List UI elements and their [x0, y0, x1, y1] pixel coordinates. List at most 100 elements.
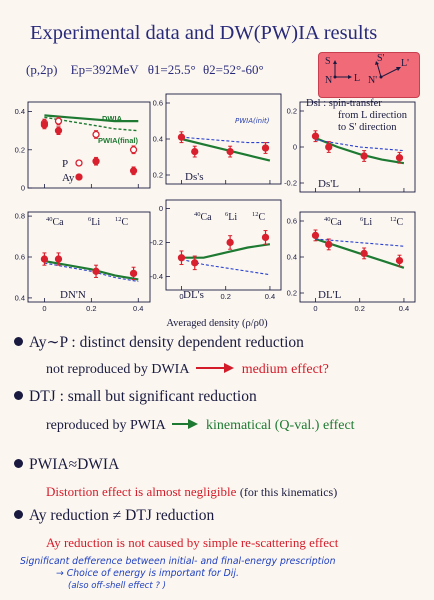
- bullet-3-sub-note: (for this kinematics): [239, 485, 338, 499]
- data-point: [261, 233, 270, 242]
- bullet-3: PWIA≈DWIA: [14, 456, 119, 474]
- data-point: [92, 130, 100, 139]
- bullet-dot: [14, 510, 23, 519]
- ytick-label: 0.6: [153, 99, 163, 108]
- coordinate-legend-box: S N L S' N' L': [318, 52, 420, 98]
- bullet-3-sub-colored: Distortion effect is almost negligible: [46, 484, 237, 499]
- bullet-2-sub-colored: kinematical (Q-val.) effect: [205, 418, 355, 434]
- axis-n-label: N: [325, 75, 332, 86]
- nuclei-label-dls: 40Ca 6Li 12C: [194, 211, 266, 223]
- data-point: [311, 132, 320, 140]
- ytick-label: 0: [293, 143, 297, 152]
- data-point: [191, 259, 199, 267]
- ytick-label: 0.2: [287, 107, 297, 116]
- svg-text:12C: 12C: [252, 211, 266, 223]
- ytick-label: 0.4: [15, 107, 25, 116]
- bullet-1-sub: not reproduced by DWIA medium effect?: [46, 362, 329, 378]
- bullet-dot: [14, 391, 23, 400]
- data-point: [40, 121, 49, 129]
- ytick-label: 0.8: [15, 212, 25, 221]
- data-point: [325, 143, 333, 151]
- data-point: [226, 147, 234, 156]
- svg-text:40Ca: 40Ca: [46, 216, 64, 228]
- svg-text:40Ca: 40Ca: [324, 216, 342, 228]
- dwia-curve: [181, 243, 271, 259]
- data-point: [54, 127, 63, 135]
- dwia-curve: [44, 114, 139, 123]
- data-point: [129, 269, 138, 278]
- handwritten-line1: Significant defference between initial- …: [20, 556, 336, 567]
- ytick-label: 0.2: [15, 145, 25, 154]
- svg-text:6Li: 6Li: [360, 216, 372, 228]
- ytick-label: 0: [21, 184, 25, 193]
- handwritten-line2: → Choice of energy is important for Dij.: [56, 568, 239, 579]
- red-arrow-icon: [196, 362, 235, 378]
- bullet-4-head: Ay reduction ≠ DTJ reduction: [29, 507, 215, 524]
- bullet-1-sub-colored: medium effect?: [241, 362, 329, 378]
- label-p: P: [62, 158, 68, 170]
- data-point: [129, 146, 138, 154]
- label-dwia: DWIA: [102, 114, 123, 123]
- bullet-dot: [14, 337, 23, 346]
- pwia-curve: [44, 262, 139, 283]
- x-axis-label: Averaged density (ρ/ρ0): [166, 318, 268, 329]
- bullet-2: DTJ : small but significant reduction: [14, 388, 257, 406]
- label-dnn: DN'N: [60, 289, 86, 301]
- bullet-dot: [14, 459, 23, 468]
- data-point: [360, 152, 368, 160]
- nuclei-label-dnn: 40Ca 6Li 12C: [46, 216, 129, 228]
- bullet-3-sub: Distortion effect is almost negligible (…: [46, 484, 337, 501]
- legend-ay-marker: [75, 173, 83, 181]
- dsl-line2: from L direction: [338, 110, 408, 121]
- xtick-label: 0.4: [399, 304, 409, 313]
- bullet-4: Ay reduction ≠ DTJ reduction: [14, 507, 214, 525]
- xtick-label: 0.2: [354, 304, 364, 313]
- bullet-4-sub: Ay reduction is not caused by simple re-…: [46, 535, 338, 552]
- theta1-label: θ1=25.5°: [147, 62, 196, 77]
- label-dll: DL'L: [318, 289, 342, 301]
- bullet-2-sub: reproduced by PWIA kinematical (Q-val.) …: [46, 418, 355, 434]
- spin-observables-panel-grid: 0.4 0.2 0 0.6 0.4 0.2 0.2 0 -0.2 0.8 0.6 0.4 0 0.2 0.4…: [15, 93, 416, 313]
- data-point: [325, 240, 333, 249]
- xtick-label: 0.4: [133, 304, 143, 313]
- handwritten-line3: (also off-shell effect ? ): [68, 581, 166, 591]
- ytick-label: -0.2: [284, 179, 297, 188]
- label-dsl: Ds'L: [318, 178, 339, 190]
- theta2-label: θ2=52°-60°: [202, 62, 264, 77]
- ytick-label: 0.2: [287, 289, 297, 298]
- data-point: [54, 117, 63, 125]
- ytick-label: 0.4: [15, 293, 25, 302]
- data-point: [177, 133, 186, 141]
- ytick-label: -0.4: [150, 272, 163, 281]
- label-pwia-final: PWIA(final): [98, 136, 138, 145]
- svg-text:6Li: 6Li: [88, 216, 100, 228]
- data-point: [226, 238, 234, 247]
- svg-text:12C: 12C: [115, 216, 129, 228]
- axis-s-label: S: [325, 56, 331, 67]
- reaction-label: (p,2p): [26, 62, 58, 77]
- panel-frame-ay: [27, 101, 151, 189]
- xtick-label: 0: [42, 304, 46, 313]
- xtick-label: 0: [179, 292, 183, 301]
- bullet-2-sub-dark: reproduced by PWIA: [46, 418, 165, 434]
- energy-label: Ep=392MeV: [70, 62, 139, 77]
- svg-text:12C: 12C: [390, 216, 404, 228]
- label-dls: DL's: [183, 289, 204, 301]
- label-dss: Ds's: [185, 171, 204, 183]
- axis-l-label: L: [354, 73, 360, 84]
- data-point: [360, 249, 368, 258]
- bullet-4-sub-colored: Ay reduction is not caused by simple re-…: [46, 535, 339, 550]
- svg-text:6Li: 6Li: [225, 211, 237, 223]
- data-point: [54, 255, 63, 263]
- kinematics-line: (p,2p) Ep=392MeV θ1=25.5° θ2=52°-60°: [26, 62, 264, 78]
- label-pwia-init: PWIA(init): [235, 117, 270, 125]
- data-point: [92, 267, 100, 275]
- data-point: [395, 256, 404, 265]
- data-point: [92, 157, 100, 165]
- data-point: [40, 255, 49, 263]
- xtick-label: 0.4: [265, 292, 275, 301]
- ytick-label: 0.4: [153, 135, 163, 144]
- data-point: [191, 147, 199, 156]
- coordinate-axes-diagram: S N L S' N' L': [325, 53, 409, 86]
- ytick-label: 0.2: [153, 171, 163, 180]
